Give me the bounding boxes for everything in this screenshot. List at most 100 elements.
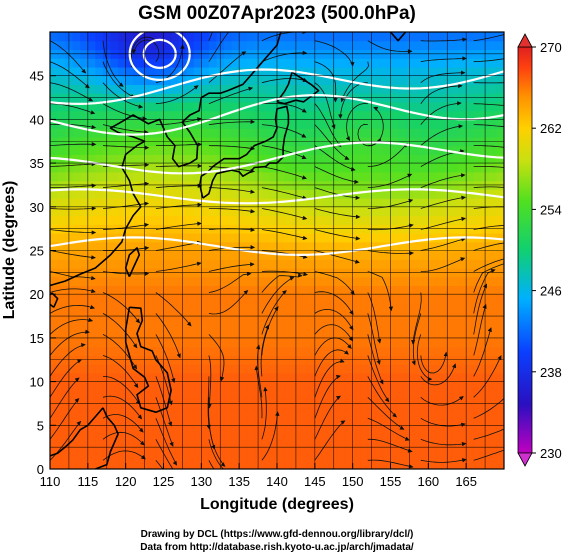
heatmap-cell xyxy=(360,425,369,435)
heatmap-cell xyxy=(80,442,89,453)
heatmap-cell xyxy=(473,250,482,260)
streamline xyxy=(367,417,410,441)
heatmap-cell xyxy=(155,110,165,120)
heatmap-cell xyxy=(110,390,119,400)
heatmap-cell xyxy=(118,49,127,59)
heatmap-cell xyxy=(87,442,96,453)
heatmap-cell xyxy=(352,93,361,103)
heatmap-cell xyxy=(246,364,255,374)
heatmap-cell xyxy=(398,206,407,217)
heatmap-cell xyxy=(246,294,255,304)
heatmap-cell xyxy=(95,110,104,120)
heatmap-cell xyxy=(307,276,316,287)
heatmap-cell xyxy=(398,276,407,287)
heatmap-cell xyxy=(208,276,218,287)
streamline xyxy=(261,52,307,63)
heatmap-cell xyxy=(254,259,263,269)
heatmap-cell xyxy=(246,233,255,243)
heatmap-cell xyxy=(50,233,59,243)
heatmap-cell xyxy=(375,460,384,469)
heatmap-cell xyxy=(95,66,104,77)
heatmap-cell xyxy=(435,189,445,199)
streamline-arrow xyxy=(461,442,467,447)
streamline-arrow xyxy=(347,344,352,350)
heatmap-cell xyxy=(261,171,271,182)
heatmap-cell xyxy=(458,250,467,260)
heatmap-cell xyxy=(95,241,104,252)
heatmap-cell xyxy=(95,294,104,304)
heatmap-cell xyxy=(118,189,127,199)
heatmap-cell xyxy=(413,215,422,225)
heatmap-cell xyxy=(496,40,504,51)
heatmap-cell xyxy=(314,93,323,103)
heatmap-cell xyxy=(110,425,119,435)
heatmap-cell xyxy=(201,460,210,469)
heatmap-cell xyxy=(390,451,399,461)
heatmap-cell xyxy=(451,329,460,339)
heatmap-cell xyxy=(451,75,460,86)
heatmap-cell xyxy=(216,337,225,348)
heatmap-cell xyxy=(352,110,361,120)
heatmap-cell xyxy=(254,434,263,444)
heatmap-cell xyxy=(208,189,218,199)
heatmap-cell xyxy=(420,154,429,164)
heatmap-cell xyxy=(72,119,81,129)
heatmap-cell xyxy=(360,241,369,252)
heatmap-cell xyxy=(345,390,354,400)
streamline xyxy=(314,271,355,295)
heatmap-cell xyxy=(208,163,218,173)
heatmap-cell xyxy=(239,416,248,426)
heatmap-cell xyxy=(375,372,384,383)
heatmap-cell xyxy=(72,425,81,435)
streamline xyxy=(473,258,504,272)
heatmap-cell xyxy=(201,372,210,383)
heatmap-cell xyxy=(398,416,407,426)
heatmap-cell xyxy=(87,451,96,461)
heatmap-cell xyxy=(224,294,233,304)
heatmap-cell xyxy=(72,84,81,94)
heatmap-cell xyxy=(57,259,66,269)
heatmap-cell xyxy=(118,294,127,304)
heatmap-cell xyxy=(488,329,498,339)
heatmap-cell xyxy=(413,259,422,269)
streamline-arrow xyxy=(297,273,303,278)
heatmap-cell xyxy=(277,381,286,391)
heatmap-cell xyxy=(329,390,339,400)
heatmap-cell xyxy=(481,206,490,217)
heatmap-cell xyxy=(254,171,263,182)
x-tick-label: 150 xyxy=(342,474,364,489)
heatmap-cell xyxy=(254,329,263,339)
heatmap-cell xyxy=(496,189,504,199)
heatmap-cell xyxy=(224,93,233,103)
heatmap-cell xyxy=(435,49,445,59)
streamline-arrow xyxy=(90,110,96,115)
heatmap-cell xyxy=(140,302,149,313)
heatmap-cell xyxy=(110,171,119,182)
heatmap-cell xyxy=(110,206,119,217)
heatmap-cell xyxy=(481,101,490,112)
heatmap-cell xyxy=(367,337,376,348)
heatmap-cell xyxy=(148,302,157,313)
heatmap-cell xyxy=(224,320,233,330)
heatmap-cell xyxy=(80,40,89,51)
heatmap-cell xyxy=(224,171,233,182)
heatmap-cell xyxy=(284,145,293,155)
heatmap-cell xyxy=(299,372,308,383)
heatmap-cell xyxy=(488,58,498,68)
heatmap-cell xyxy=(95,381,104,391)
heatmap-cell xyxy=(345,346,354,356)
streamline xyxy=(346,103,368,141)
heatmap-cell xyxy=(322,58,331,68)
heatmap-cell xyxy=(496,346,504,356)
heatmap-cell xyxy=(95,198,104,208)
heatmap-cell xyxy=(337,128,346,138)
heatmap-cell xyxy=(261,276,271,287)
heatmap-cell xyxy=(72,40,81,51)
heatmap-cell xyxy=(50,163,59,173)
heatmap-cell xyxy=(428,372,437,383)
heatmap-cell xyxy=(420,40,429,51)
heatmap-cell xyxy=(155,163,165,173)
footer-source: Data from http://database.rish.kyoto-u.a… xyxy=(140,542,414,553)
heatmap-cell xyxy=(148,93,157,103)
heatmap-cell xyxy=(216,294,225,304)
